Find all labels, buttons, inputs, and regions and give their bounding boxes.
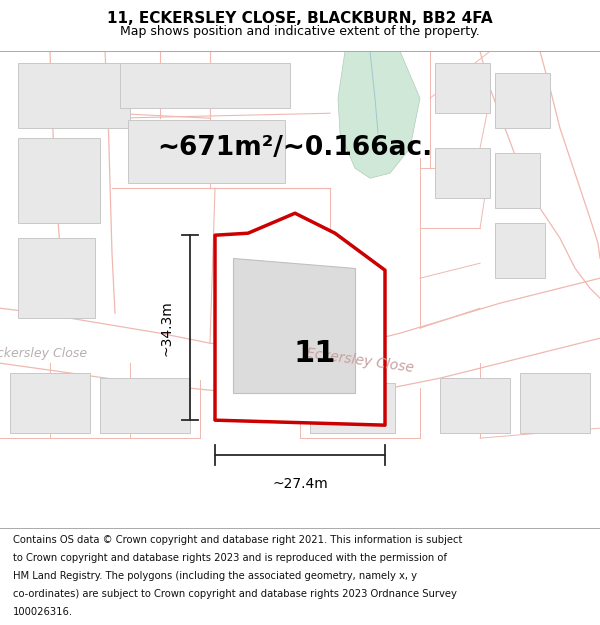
Text: ~671m²/~0.166ac.: ~671m²/~0.166ac. xyxy=(157,135,433,161)
Text: co-ordinates) are subject to Crown copyright and database rights 2023 Ordnance S: co-ordinates) are subject to Crown copyr… xyxy=(13,589,457,599)
Text: Eckersley Close: Eckersley Close xyxy=(305,346,415,374)
Polygon shape xyxy=(215,213,385,425)
Polygon shape xyxy=(18,63,130,128)
Text: Map shows position and indicative extent of the property.: Map shows position and indicative extent… xyxy=(120,26,480,39)
Polygon shape xyxy=(128,120,285,183)
Text: ~27.4m: ~27.4m xyxy=(272,477,328,491)
Text: 100026316.: 100026316. xyxy=(13,607,73,617)
Text: HM Land Registry. The polygons (including the associated geometry, namely x, y: HM Land Registry. The polygons (includin… xyxy=(13,571,417,581)
Polygon shape xyxy=(18,238,95,318)
Polygon shape xyxy=(100,378,190,433)
Polygon shape xyxy=(18,138,100,223)
Text: Eckersley Close: Eckersley Close xyxy=(0,347,87,359)
Polygon shape xyxy=(520,373,590,433)
Polygon shape xyxy=(495,73,550,128)
Polygon shape xyxy=(495,223,545,278)
Polygon shape xyxy=(440,378,510,433)
Text: 11: 11 xyxy=(294,339,336,367)
Polygon shape xyxy=(495,153,540,208)
Text: to Crown copyright and database rights 2023 and is reproduced with the permissio: to Crown copyright and database rights 2… xyxy=(13,553,447,563)
Polygon shape xyxy=(435,148,490,198)
Polygon shape xyxy=(338,51,420,178)
Text: 11, ECKERSLEY CLOSE, BLACKBURN, BB2 4FA: 11, ECKERSLEY CLOSE, BLACKBURN, BB2 4FA xyxy=(107,11,493,26)
Text: ~34.3m: ~34.3m xyxy=(159,300,173,356)
Polygon shape xyxy=(435,63,490,113)
Polygon shape xyxy=(120,63,290,108)
Polygon shape xyxy=(10,373,90,433)
Text: Contains OS data © Crown copyright and database right 2021. This information is : Contains OS data © Crown copyright and d… xyxy=(13,535,463,545)
Polygon shape xyxy=(233,258,355,393)
Polygon shape xyxy=(310,383,395,433)
